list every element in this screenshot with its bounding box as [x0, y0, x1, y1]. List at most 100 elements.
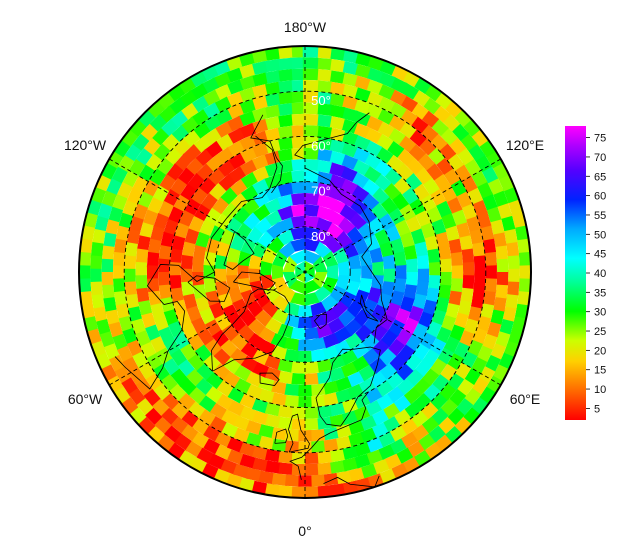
grid-cell	[514, 223, 529, 241]
grid-cell	[297, 339, 313, 351]
grid-cell	[282, 272, 298, 289]
grid-cell	[315, 114, 332, 128]
grid-cell	[258, 388, 276, 404]
grid-cell	[340, 165, 358, 182]
grid-cell	[266, 236, 285, 254]
grid-cell	[278, 485, 295, 498]
grid-cell	[490, 307, 505, 325]
grid-cell	[315, 80, 332, 93]
grid-cell	[448, 289, 463, 306]
grid-cell	[115, 225, 130, 243]
grid-cell	[302, 68, 319, 81]
grid-cell	[195, 296, 211, 314]
grid-cell	[263, 81, 280, 96]
graticule	[109, 46, 501, 498]
grid-cell	[327, 209, 345, 227]
grid-cell	[321, 294, 339, 312]
grid-cell	[107, 206, 124, 225]
grid-cell	[262, 58, 280, 73]
grid-cell	[276, 182, 293, 197]
grid-cell	[395, 263, 407, 279]
grid-cell	[328, 70, 345, 84]
grid-cell	[480, 301, 495, 319]
grid-cell	[289, 46, 305, 47]
grid-cell	[252, 457, 270, 472]
grid-cell	[258, 435, 276, 451]
grid-cell	[291, 486, 308, 498]
grid-cell	[276, 69, 293, 82]
grid-cell	[519, 262, 531, 279]
grid-cell	[476, 210, 492, 229]
grid-cell	[79, 258, 80, 275]
colorbar-tick-label: 65	[594, 171, 606, 183]
grid-cell	[316, 125, 332, 139]
grid-cell	[289, 68, 305, 81]
grid-cell	[203, 278, 217, 294]
grid-cell	[169, 261, 182, 277]
grid-cell	[289, 125, 305, 138]
grid-cell	[471, 240, 486, 257]
grid-cell	[317, 462, 334, 475]
grid-cell	[174, 222, 190, 240]
grid-cell	[472, 326, 489, 344]
grid-cell	[239, 453, 258, 470]
grid-cell	[317, 484, 335, 498]
grid-cell	[323, 380, 341, 395]
coastline	[288, 413, 310, 453]
grid-cell	[342, 409, 360, 426]
grid-cell	[302, 46, 319, 58]
grid-cell	[304, 181, 319, 194]
grid-cell	[304, 260, 315, 272]
grid-cell	[103, 232, 117, 249]
grid-cell	[323, 438, 341, 452]
grid-cell	[405, 257, 418, 272]
grid-cell	[305, 361, 320, 374]
lat-70-label: 70°	[311, 184, 331, 199]
grid-cell	[435, 295, 450, 313]
grid-cell	[305, 266, 315, 278]
grid-cell	[451, 263, 464, 279]
grid-cell	[278, 416, 295, 430]
meridian	[304, 271, 501, 386]
grid-cell	[284, 474, 301, 487]
colorbar-tick-label: 5	[594, 403, 600, 415]
grid-cell	[484, 276, 498, 293]
grid-cell	[229, 234, 246, 252]
map-border	[78, 45, 532, 499]
grid-cell	[303, 136, 319, 149]
grid-cell	[254, 309, 273, 328]
grid-cell	[91, 294, 105, 311]
grid-cell	[150, 225, 165, 243]
grid-cell	[118, 315, 134, 334]
grid-cell	[251, 241, 267, 259]
grid-cell	[284, 429, 301, 442]
grid-cell	[263, 127, 281, 142]
grid-cell	[517, 288, 531, 306]
grid-cell	[384, 224, 401, 242]
grid-cell	[495, 282, 509, 299]
grid-cell	[420, 221, 436, 239]
grid-cell	[265, 448, 282, 463]
coastline	[233, 271, 276, 291]
grid-cell	[146, 265, 159, 281]
colorbar-tick-label: 15	[594, 365, 606, 377]
grid-cell	[250, 95, 268, 111]
grid-cell	[450, 250, 464, 266]
coastline	[289, 391, 369, 480]
grid-cell	[361, 297, 379, 316]
colorbar-tick-label: 75	[594, 133, 606, 145]
latitude-labels: 50° 60° 70° 80°	[311, 93, 331, 244]
grid-cell	[329, 285, 347, 303]
grid-cell	[430, 217, 447, 235]
grid-cell	[457, 298, 473, 316]
grid-cell	[340, 142, 358, 158]
grid-cell	[352, 74, 371, 91]
grid-cell	[328, 162, 346, 177]
grid-cell	[142, 209, 158, 228]
data-cells	[79, 46, 531, 498]
grid-cell	[192, 272, 205, 287]
lon-0-label: 0°	[298, 523, 311, 539]
grid-cell	[364, 127, 383, 144]
grid-cell	[101, 258, 114, 275]
grid-cell	[336, 435, 354, 450]
